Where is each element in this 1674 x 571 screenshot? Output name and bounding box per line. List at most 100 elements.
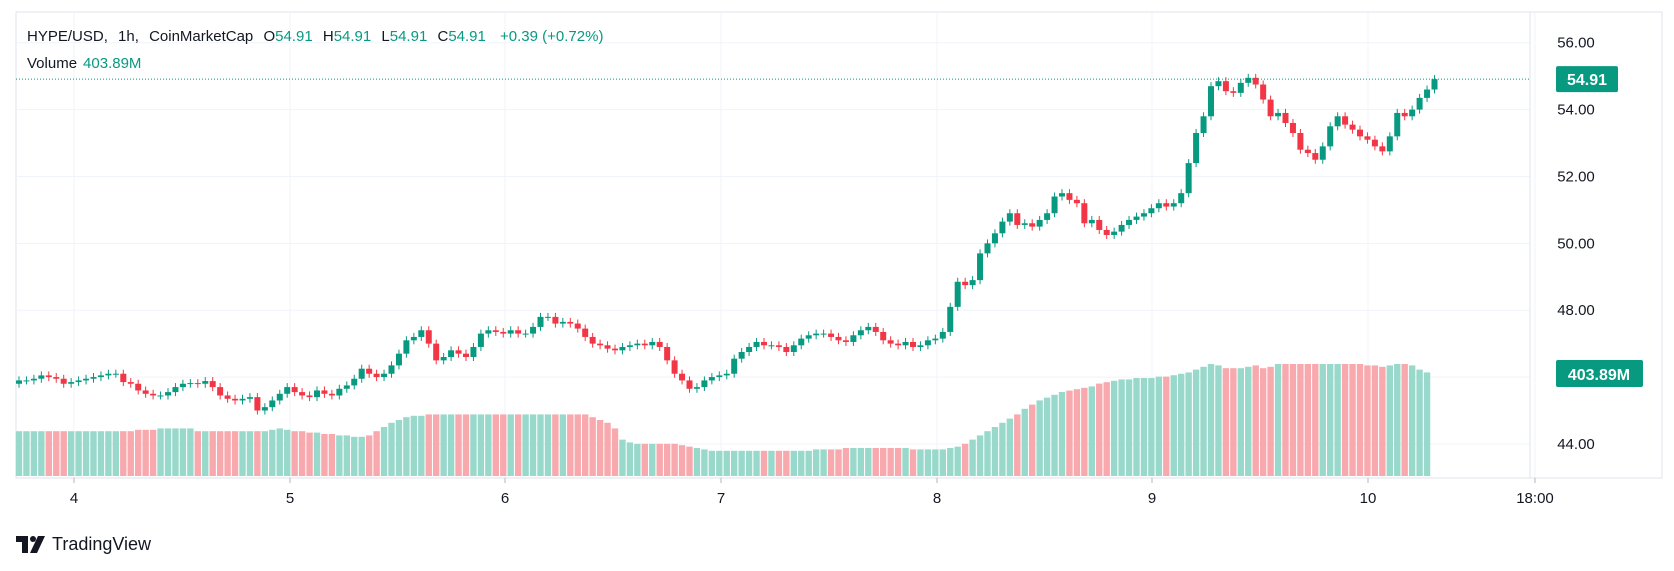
candle-body: [321, 390, 328, 394]
volume-bar: [1073, 389, 1081, 476]
tradingview-brand[interactable]: TradingView: [16, 534, 151, 555]
candle-body: [433, 343, 440, 361]
candle: [142, 386, 149, 398]
volume-bar: [865, 448, 872, 476]
volume-bar: [663, 443, 671, 476]
volume-bar: [1014, 414, 1021, 476]
candle: [373, 369, 380, 382]
candle-body: [686, 380, 693, 389]
symbol-label[interactable]: HYPE/USD: [27, 28, 104, 45]
volume-bar: [1110, 380, 1118, 476]
volume-bar: [142, 429, 149, 476]
candle: [619, 342, 626, 355]
volume-bar: [127, 431, 134, 476]
price-tick-label: 50.00: [1557, 235, 1595, 252]
change-value: +0.39 (+0.72%): [500, 28, 604, 45]
candle: [939, 327, 946, 343]
candle-body: [612, 348, 618, 351]
candle: [299, 388, 306, 400]
volume-bar: [1036, 400, 1043, 476]
candle-body: [314, 390, 320, 398]
open-label: O: [263, 28, 276, 45]
candle-body: [1357, 129, 1363, 137]
candle: [1208, 82, 1214, 121]
volume-bar: [1408, 365, 1416, 476]
candle: [328, 389, 335, 400]
candle: [1103, 225, 1110, 239]
candle-body: [932, 338, 939, 341]
candle-body: [232, 398, 239, 401]
candle-body: [716, 375, 723, 378]
volume-bar: [678, 445, 686, 476]
candle-body: [939, 331, 946, 339]
candle-body: [23, 380, 30, 382]
volume-bar: [462, 414, 470, 476]
candle: [68, 378, 75, 388]
volume-bar: [1423, 372, 1431, 476]
volume-bar: [209, 431, 216, 476]
candle: [1252, 73, 1259, 89]
volume-bar: [269, 429, 276, 476]
candle-body: [522, 333, 529, 335]
candle: [351, 374, 358, 390]
candle: [276, 389, 283, 405]
source-label: CoinMarketCap: [149, 28, 254, 45]
interval-label[interactable]: 1h: [118, 28, 135, 45]
candle-body: [701, 380, 708, 388]
candle-body: [902, 341, 909, 346]
volume-bar: [686, 446, 693, 476]
candle: [850, 331, 857, 346]
candle: [1237, 78, 1244, 97]
price-badge: 54.91: [1556, 66, 1618, 93]
candle-body: [395, 353, 402, 366]
candle: [440, 352, 447, 365]
volume-bar: [1021, 408, 1028, 476]
candle: [500, 327, 507, 338]
candle-body: [388, 365, 395, 374]
candle: [1304, 145, 1311, 158]
volume-bar: [224, 431, 231, 476]
candle: [813, 329, 820, 340]
volume-bar: [999, 422, 1006, 476]
candle: [835, 332, 842, 345]
candle-body: [1312, 153, 1319, 160]
volume-bar: [835, 449, 842, 476]
volume-bar: [731, 450, 738, 476]
volume-bar: [1289, 364, 1297, 476]
volume-bar: [641, 443, 648, 476]
volume-bar: [67, 431, 75, 476]
volume-bar: [15, 431, 23, 476]
candle-body: [202, 381, 209, 384]
candle: [701, 376, 708, 392]
candle: [1044, 209, 1051, 224]
high-label: H: [322, 28, 334, 45]
candle-body: [127, 382, 134, 384]
candle-body: [150, 393, 157, 396]
volume-bar: [1148, 378, 1155, 476]
candle: [217, 383, 224, 400]
candle-body: [1148, 208, 1155, 214]
volume-bar: [1274, 364, 1282, 476]
candle-body: [1111, 231, 1118, 235]
candle: [991, 229, 998, 248]
candle: [1051, 192, 1058, 218]
volume-bar: [775, 450, 783, 476]
candle: [165, 388, 171, 400]
volume-bar: [596, 420, 604, 476]
volume-bar: [820, 449, 827, 476]
candle: [842, 336, 849, 346]
candle: [1155, 199, 1162, 213]
candle: [1021, 219, 1028, 229]
candle: [895, 339, 902, 350]
candle-body: [1401, 112, 1408, 117]
candle: [470, 342, 477, 362]
candle: [537, 312, 544, 331]
volume-legend-value: 403.89M: [83, 55, 142, 72]
volume-bar: [649, 443, 656, 476]
volume-bar: [60, 431, 67, 476]
volume-bar: [1043, 397, 1051, 476]
candle: [902, 337, 909, 350]
candle-body: [1386, 136, 1393, 152]
candle-body: [83, 378, 90, 381]
